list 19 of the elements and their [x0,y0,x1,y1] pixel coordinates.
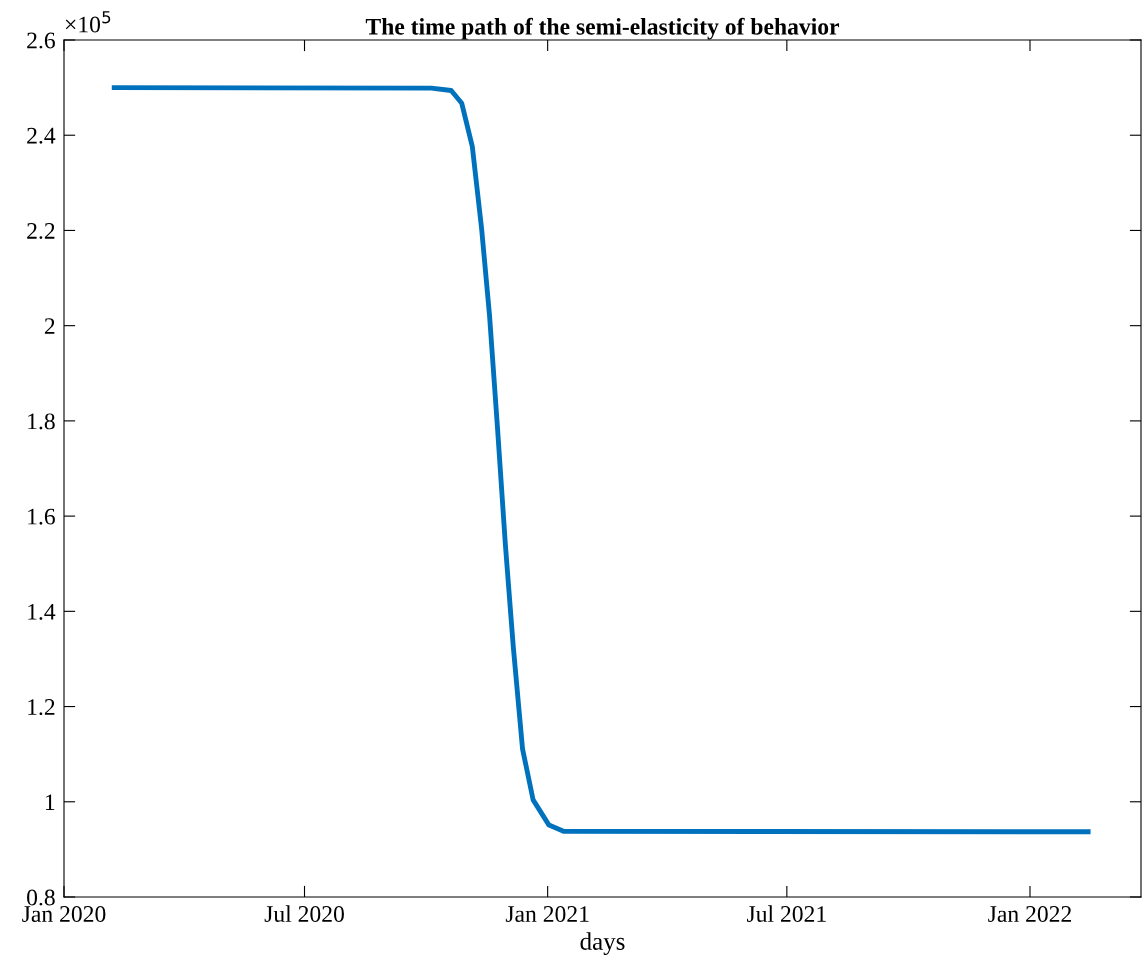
x-tick-label: Jan 2020 [22,906,106,922]
y-tick-label: 1 [45,794,55,810]
y-tick-label: 2.4 [27,127,56,144]
x-tick-label: Jul 2021 [747,905,826,922]
y-tick-label: 1.2 [28,699,55,716]
y-tick-label: 1.4 [28,603,56,620]
chart-title: The time path of the semi-elasticity of behavior [365,17,840,40]
y-tick-label: 0.8 [27,889,55,906]
x-tick-label: Jan 2021 [505,906,589,922]
x-axis-title: days [580,932,625,956]
x-tick-label: Jan 2022 [988,906,1071,922]
y-tick-label: 2 [44,318,55,334]
y-tick-label: 2.2 [27,223,55,239]
y-tick-label: 1.8 [28,413,55,430]
x-tick-label: Jul 2020 [264,905,344,922]
line-series [111,85,1091,835]
y-tick-label: 1.6 [28,508,55,525]
text: ×10$^{5}$ [65,11,111,33]
y-tick-label: 2.6 [27,32,55,49]
